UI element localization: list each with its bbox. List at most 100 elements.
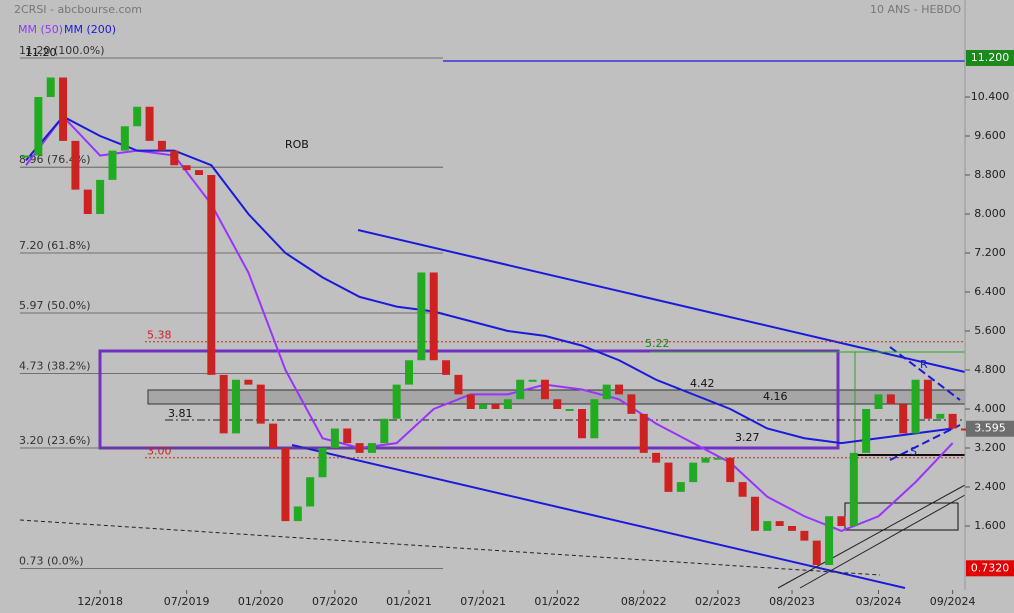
x-tick-label: 09/2024 [930,595,976,608]
purple-box [98,349,840,450]
red-level-label: 5.38 [147,329,172,342]
candle [232,379,241,434]
candle [553,399,562,409]
annotation: 3.81 [168,407,193,420]
candle [256,384,265,424]
fib-label: 4.73 (38.2%) [19,359,91,372]
y-tick-label: 1.600 [974,519,1006,532]
candle [108,150,117,180]
x-tick-label: 08/2023 [769,595,815,608]
candle [540,379,549,400]
candle [961,428,969,431]
annotation: 5.22 [645,337,670,350]
candle [454,374,463,395]
y-tick-label: 3.200 [974,441,1006,454]
x-tick-label: 07/2020 [312,595,358,608]
candle [34,97,43,156]
candle [170,150,179,166]
x-tick-label: 01/2021 [386,595,432,608]
annotation: 4.42 [690,377,715,390]
candle [59,77,68,141]
y-tick-label: 8.000 [974,207,1006,220]
trend-line [19,519,881,576]
candle [392,384,401,419]
candle [207,175,216,375]
candle [429,272,438,361]
candle [726,457,735,483]
candle [738,482,747,497]
candle [96,179,105,215]
candle [194,170,203,176]
candle [788,525,797,531]
legend-entry: MM (50) [18,23,63,36]
candle [417,272,426,361]
y-tick-label: 4.000 [974,402,1006,415]
legend-entry: MM (200) [64,23,116,36]
price-tag [966,50,1014,67]
candle [22,155,30,158]
y-tick-label: 9.600 [974,129,1006,142]
chart-subtitle: 10 ANS - HEBDO [870,3,961,16]
price-tag-label: 0.7320 [971,561,1010,574]
candle [281,447,290,522]
candle [886,394,895,405]
y-tick-label: 6.400 [974,285,1006,298]
candle [812,540,821,565]
candle [615,384,624,395]
candle [367,443,376,453]
candle [71,140,80,190]
candle [157,140,166,151]
candle [565,408,574,411]
x-tick-label: 01/2022 [534,595,580,608]
candle [306,477,315,507]
annotation: S [910,445,917,458]
candle [627,394,636,414]
candle [120,126,129,151]
candle [145,106,154,141]
candle [689,462,698,483]
annotation: 4.16 [763,390,788,403]
candle [269,423,278,448]
candle [713,457,722,460]
x-tick-label: 01/2020 [238,595,284,608]
y-tick-label: 2.400 [974,480,1006,493]
candle [355,443,364,453]
candle [800,530,809,541]
price-tag-label: 3.595 [974,422,1006,435]
candle [911,379,920,434]
fib-label: 7.20 (61.8%) [19,239,91,252]
candle [936,413,945,419]
candle [701,457,710,463]
candle [219,374,228,434]
x-tick-label: 03/2024 [856,595,902,608]
y-tick-label: 7.200 [974,246,1006,259]
candle [639,413,648,453]
candle [380,418,389,444]
candle [479,404,488,409]
candle [849,452,858,526]
candle [602,384,611,400]
trend-line [291,444,906,589]
candle [244,379,253,385]
candle [837,516,846,526]
price-tag [966,420,1014,437]
candle [763,521,772,531]
y-tick-label: 5.600 [974,324,1006,337]
y-tick-label: 4.800 [974,363,1006,376]
red-level-label: 3.00 [147,445,172,458]
trend-line [889,346,961,401]
y-tick-label: 10.400 [971,90,1010,103]
trend-line [357,229,966,373]
candle [182,165,191,171]
candle [652,452,661,463]
candle [318,447,327,478]
chart-title: 2CRSI - abcbourse.com [14,3,142,16]
candle [503,399,512,409]
price-tag [966,560,1014,577]
candle [466,394,475,409]
candle [775,521,784,526]
moving-average [25,115,953,445]
candle [750,496,759,531]
